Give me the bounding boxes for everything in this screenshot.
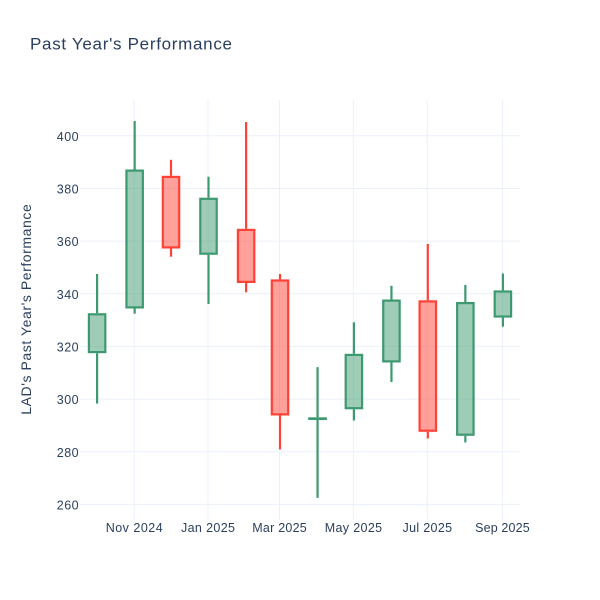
svg-text:Jul 2025: Jul 2025: [403, 521, 453, 535]
svg-text:Sep 2025: Sep 2025: [475, 521, 530, 535]
svg-text:Past Year's Performance: Past Year's Performance: [30, 34, 232, 53]
svg-text:260: 260: [57, 498, 79, 512]
svg-text:380: 380: [57, 183, 79, 197]
svg-text:Jan 2025: Jan 2025: [181, 521, 235, 535]
svg-text:280: 280: [57, 446, 79, 460]
svg-text:LAD's Past Year's Performance: LAD's Past Year's Performance: [18, 204, 34, 415]
svg-text:Mar 2025: Mar 2025: [252, 521, 307, 535]
svg-text:400: 400: [57, 130, 79, 144]
svg-text:320: 320: [57, 341, 79, 355]
svg-text:360: 360: [57, 235, 79, 249]
svg-text:Nov 2024: Nov 2024: [106, 521, 163, 535]
svg-text:300: 300: [57, 393, 79, 407]
svg-text:340: 340: [57, 288, 79, 302]
svg-text:May 2025: May 2025: [325, 521, 382, 535]
